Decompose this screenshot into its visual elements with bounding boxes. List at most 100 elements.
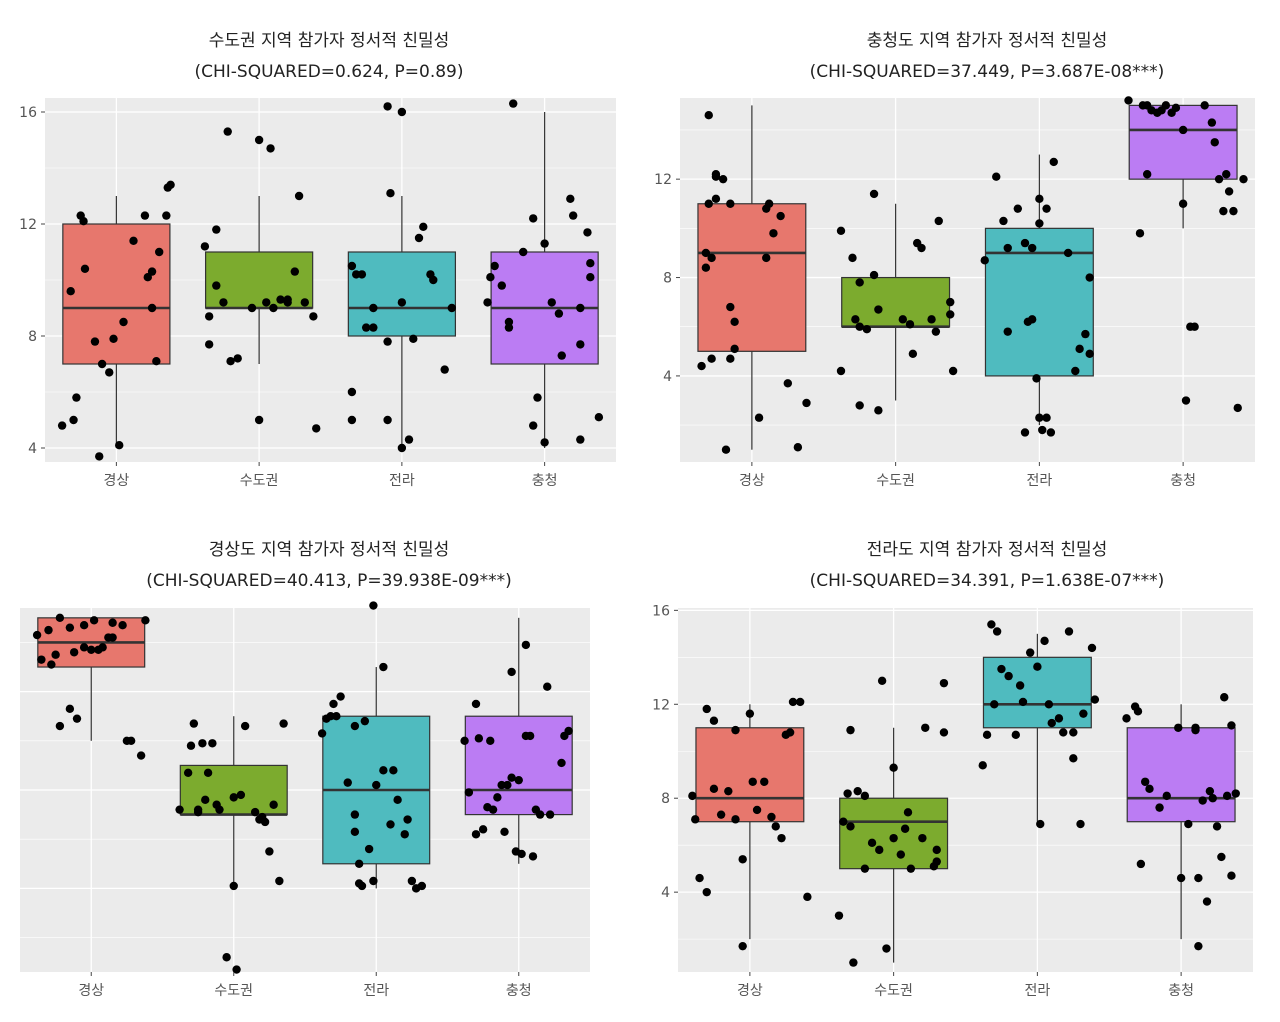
data-point — [917, 243, 926, 253]
data-point — [576, 435, 585, 444]
box-경상 — [697, 105, 807, 450]
x-tick-label: 경상 — [739, 473, 765, 489]
data-point — [1044, 700, 1054, 709]
data-point — [1207, 118, 1217, 127]
box-경상 — [695, 704, 805, 940]
data-point — [586, 259, 595, 268]
data-point — [514, 775, 523, 785]
chart-panel-capital-area: 수도권 지역 참가자 정서적 친밀성 (CHI-SQUARED=0.624, P… — [19, 31, 616, 489]
data-point — [738, 941, 747, 951]
data-point — [795, 697, 805, 707]
data-point — [540, 438, 549, 447]
data-point — [1133, 707, 1143, 716]
data-point — [440, 365, 449, 374]
data-point — [557, 758, 566, 768]
chart-title: 전라도 지역 참가자 정서적 친밀성 — [867, 540, 1108, 560]
data-point — [141, 616, 150, 625]
chart-title: 수도권 지역 참가자 정서적 친밀성 — [209, 31, 450, 51]
data-point — [229, 881, 238, 891]
data-point — [586, 273, 595, 282]
x-tick-label: 수도권 — [240, 473, 279, 489]
data-point — [697, 361, 706, 371]
data-point — [212, 225, 221, 234]
data-point — [704, 199, 713, 208]
data-point — [486, 273, 495, 282]
data-point — [350, 810, 360, 819]
box-body — [984, 227, 1094, 377]
data-point — [1075, 344, 1084, 354]
y-tick-label: 4 — [28, 441, 37, 457]
data-point — [89, 616, 99, 625]
data-point — [1190, 322, 1199, 331]
data-point — [118, 621, 127, 630]
data-point — [707, 354, 716, 363]
data-point — [109, 334, 118, 343]
box-전라 — [984, 154, 1094, 426]
data-point — [855, 322, 864, 331]
data-point — [1178, 125, 1188, 135]
box-body — [839, 797, 949, 870]
data-point — [361, 323, 371, 332]
y-tick-label: 12 — [654, 172, 672, 188]
data-point — [877, 676, 887, 685]
data-point — [343, 778, 352, 787]
data-point — [1219, 206, 1228, 216]
data-point — [1027, 243, 1037, 253]
data-point — [203, 768, 213, 777]
box-전라 — [347, 196, 457, 448]
box-충청 — [464, 617, 573, 864]
data-point — [525, 731, 535, 741]
data-point — [254, 415, 264, 425]
data-point — [55, 721, 65, 731]
data-point — [1081, 329, 1090, 339]
box-body — [1128, 104, 1238, 180]
data-point — [201, 795, 210, 805]
data-point — [108, 633, 117, 642]
data-point — [903, 808, 913, 817]
data-point — [478, 825, 488, 834]
data-point — [874, 305, 883, 314]
data-point — [69, 415, 78, 425]
data-point — [97, 359, 107, 369]
data-point — [90, 337, 100, 346]
data-point — [1003, 243, 1012, 253]
data-point — [695, 873, 704, 883]
data-point — [1191, 725, 1200, 735]
data-point — [1033, 662, 1042, 671]
x-tick-label: 전라 — [389, 473, 415, 489]
data-point — [528, 852, 538, 861]
data-point — [1184, 819, 1193, 829]
data-point — [927, 315, 936, 324]
data-point — [265, 847, 274, 856]
data-point — [1233, 403, 1242, 413]
data-point — [1181, 396, 1191, 405]
data-point — [939, 678, 949, 688]
data-point — [860, 791, 870, 801]
box-충청 — [1128, 104, 1238, 229]
data-point — [843, 789, 852, 798]
data-point — [769, 229, 778, 238]
data-point — [730, 344, 739, 354]
data-point — [702, 704, 711, 714]
data-point — [309, 312, 318, 321]
x-tick-label: 수도권 — [214, 983, 253, 999]
data-point — [1027, 315, 1037, 324]
data-point — [702, 887, 711, 897]
data-point — [383, 337, 392, 346]
data-point — [1079, 709, 1088, 718]
data-point — [186, 741, 196, 750]
data-point — [51, 650, 60, 659]
data-point — [354, 859, 364, 868]
data-point — [360, 716, 370, 726]
data-point — [540, 239, 549, 248]
data-point — [236, 790, 246, 800]
chart-title: 경상도 지역 참가자 정서적 친밀성 — [209, 540, 450, 560]
data-point — [762, 253, 771, 263]
chart-panel-gyeongsang: 경상도 지역 참가자 정서적 친밀성 (CHI-SQUARED=40.413, … — [20, 540, 590, 999]
x-tick-label: 충청 — [1170, 473, 1196, 489]
data-point — [357, 881, 367, 891]
data-point — [1227, 871, 1236, 880]
data-point — [1214, 174, 1224, 184]
data-point — [240, 721, 250, 731]
data-point — [497, 281, 506, 290]
